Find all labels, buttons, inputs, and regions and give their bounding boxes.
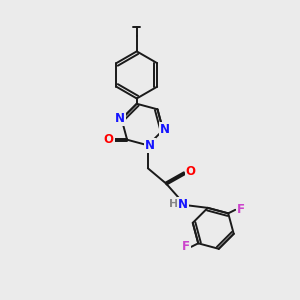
Text: H: H (169, 199, 179, 209)
Text: N: N (145, 139, 154, 152)
Text: F: F (182, 240, 190, 254)
Text: N: N (115, 112, 125, 125)
Text: O: O (186, 165, 196, 178)
Text: F: F (237, 203, 244, 216)
Text: N: N (160, 123, 170, 136)
Text: N: N (178, 198, 188, 211)
Text: O: O (104, 133, 114, 146)
